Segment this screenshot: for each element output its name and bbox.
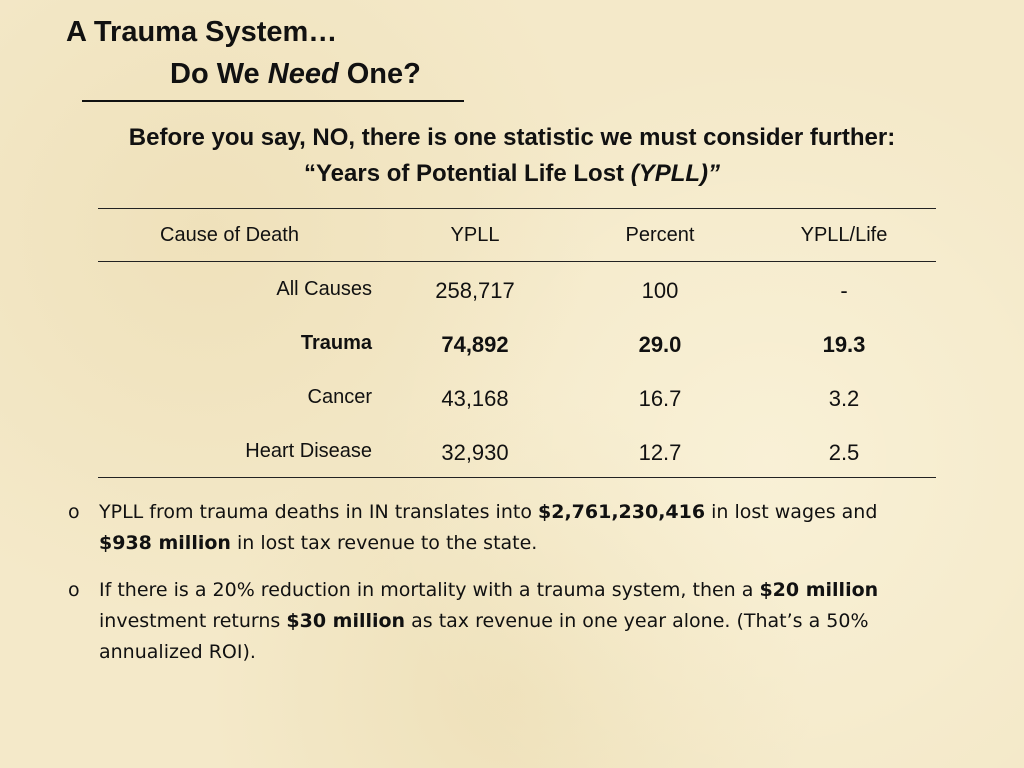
row-cause: Heart Disease	[245, 440, 372, 462]
row-percent: 29.0	[638, 332, 682, 357]
row-cause: Cancer	[307, 386, 372, 408]
row-ypll: 32,930	[441, 440, 509, 465]
title-line2-pre: Do We	[170, 58, 268, 90]
row-ypll: 258,717	[435, 278, 515, 303]
header-cause-of-death: Cause of Death	[160, 224, 299, 246]
subtitle-line2-emphasis: (YPLL)”	[630, 160, 721, 187]
row-ypll-per-life: 3.2	[828, 386, 860, 411]
bullet-text-bold: $20 million	[759, 579, 879, 601]
bullet-text: as tax revenue in one year alone. (That’…	[99, 610, 869, 663]
bullet-text: YPLL from trauma deaths in IN translates…	[99, 501, 538, 523]
bullet-list: o YPLL from trauma deaths in IN translate…	[62, 497, 942, 684]
title-underline	[82, 100, 464, 102]
row-ypll: 43,168	[441, 386, 509, 411]
header-ypll-per-life: YPLL/Life	[800, 224, 888, 246]
row-percent: 16.7	[638, 386, 682, 411]
bullet-text-bold: $938 million	[99, 532, 231, 554]
title-line2-emphasis: Need	[267, 58, 339, 90]
subtitle-line2-pre: “Years of Potential Life Lost	[303, 160, 631, 187]
slide-title-line1: A Trauma System…	[66, 16, 338, 48]
title-line2-post: One?	[338, 58, 421, 90]
header-ypll: YPLL	[450, 224, 500, 246]
header-percent: Percent	[625, 224, 695, 246]
row-ypll: 74,892	[441, 332, 509, 357]
bullet-item: o YPLL from trauma deaths in IN translate…	[62, 497, 942, 559]
row-ypll-per-life: -	[840, 278, 848, 303]
slide-subtitle: Before you say, NO, there is one statist…	[40, 120, 984, 192]
bullet-text: If there is a 20% reduction in mortality…	[99, 579, 760, 601]
slide-title-line2: Do We Need One?	[170, 58, 421, 91]
row-cause: Trauma	[300, 332, 372, 354]
bullet-text-bold: $2,761,230,416	[538, 501, 706, 523]
table-header-rule	[98, 261, 936, 262]
row-cause: All Causes	[276, 278, 372, 300]
subtitle-line1: Before you say, NO, there is one statist…	[128, 124, 896, 151]
bullet-marker: o	[68, 579, 80, 601]
bullet-text-bold: $30 million	[286, 610, 406, 632]
row-ypll-per-life: 19.3	[822, 332, 866, 357]
row-percent: 100	[641, 278, 679, 303]
row-ypll-per-life: 2.5	[828, 440, 860, 465]
bullet-text: investment returns	[99, 610, 287, 632]
table-top-rule	[98, 208, 936, 209]
row-percent: 12.7	[638, 440, 682, 465]
table-bottom-rule	[98, 477, 936, 478]
bullet-text: in lost wages and	[705, 501, 878, 523]
bullet-item: o If there is a 20% reduction in mortalit…	[62, 575, 942, 668]
bullet-text: in lost tax revenue to the state.	[230, 532, 538, 554]
bullet-marker: o	[68, 501, 80, 523]
subtitle-line2: “Years of Potential Life Lost (YPLL)”	[40, 156, 984, 192]
